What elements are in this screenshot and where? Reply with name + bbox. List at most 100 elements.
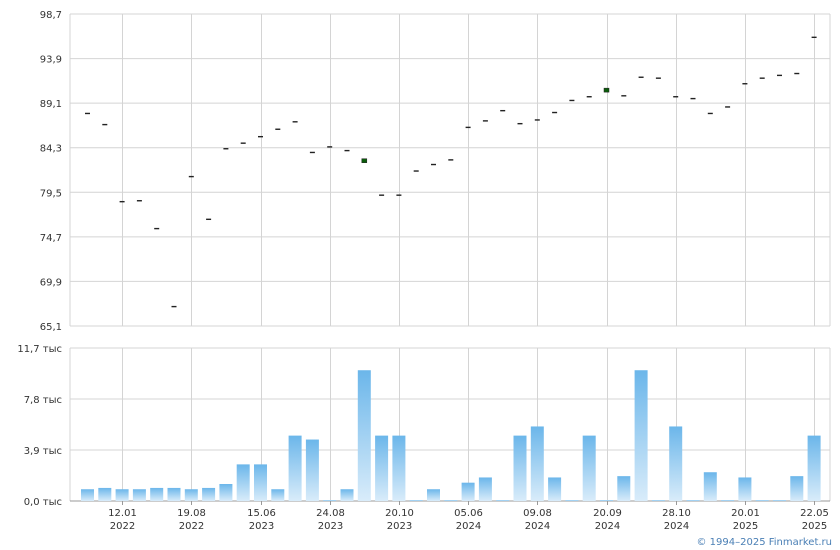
price-point <box>85 112 90 115</box>
volume-bar <box>392 435 406 501</box>
volume-bar <box>478 477 492 501</box>
volume-bar <box>807 435 821 501</box>
volume-bar <box>427 489 440 501</box>
volume-tick-label: 0,0 тыс <box>24 497 62 508</box>
price-point <box>673 96 679 98</box>
volume-tick-label: 7,8 тыс <box>24 395 62 406</box>
price-tick-label: 74,7 <box>40 233 62 244</box>
volume-bar <box>340 489 354 501</box>
volume-bar <box>288 435 302 501</box>
volume-bar <box>755 500 769 501</box>
x-tick-year: 2024 <box>525 521 550 532</box>
price-point <box>240 142 246 144</box>
x-tick-year: 2022 <box>179 521 204 532</box>
price-point <box>344 149 350 152</box>
x-tick-date: 20.01 <box>731 508 760 519</box>
x-tick-date: 05.06 <box>454 508 483 519</box>
volume-bars <box>81 370 821 501</box>
price-point <box>223 148 229 150</box>
price-grid <box>69 13 831 327</box>
volume-bar <box>565 500 579 501</box>
volume-tick-label: 3,9 тыс <box>24 446 62 457</box>
volume-bar <box>669 426 683 501</box>
price-point <box>500 109 506 112</box>
price-point <box>586 96 592 98</box>
volume-bar <box>548 477 562 501</box>
price-axis: 98,7 93,9 89,1 84,3 79,5 74,7 69,9 65,1 <box>40 10 62 333</box>
volume-bar <box>375 435 389 501</box>
volume-bar <box>167 487 181 501</box>
copyright-credit[interactable]: © 1994–2025 Finmarket.ru <box>696 537 832 548</box>
x-tick-date: 20.09 <box>593 508 622 519</box>
volume-axis: 11,7 тыс 7,8 тыс 3,9 тыс 0,0 тыс <box>17 344 62 508</box>
price-point <box>448 159 454 161</box>
price-point <box>725 106 731 108</box>
price-point <box>569 99 575 102</box>
price-point <box>136 200 142 202</box>
volume-bar <box>202 487 216 501</box>
volume-bar <box>271 489 285 501</box>
price-point <box>171 305 177 308</box>
volume-bar <box>219 484 233 501</box>
price-point <box>482 120 488 122</box>
volume-bar <box>444 500 458 501</box>
price-point <box>431 163 436 166</box>
x-tick-year: 2022 <box>110 521 135 532</box>
volume-bar <box>582 435 596 501</box>
price-point <box>707 112 713 115</box>
price-tick-label: 89,1 <box>40 99 62 110</box>
price-point <box>655 77 661 79</box>
x-tick-year: 2024 <box>595 521 620 532</box>
volume-bar <box>184 489 198 501</box>
volume-bar <box>132 489 146 501</box>
volume-bar <box>409 500 423 501</box>
price-point <box>742 83 748 85</box>
volume-bar <box>357 370 371 501</box>
price-point <box>534 119 540 121</box>
price-point <box>465 126 471 129</box>
x-tick-year: 2024 <box>456 521 481 532</box>
price-point <box>206 218 212 221</box>
price-point <box>154 227 160 230</box>
x-tick-year: 2024 <box>664 521 689 532</box>
volume-bar <box>513 435 527 501</box>
price-point <box>759 77 765 79</box>
volume-bar <box>323 500 337 501</box>
price-tick-label: 98,7 <box>40 10 62 21</box>
price-point <box>379 194 385 196</box>
volume-bar <box>98 487 112 501</box>
price-point <box>413 170 419 172</box>
x-tick-year: 2023 <box>318 521 343 532</box>
volume-bar <box>81 489 94 501</box>
price-point-highlight <box>603 87 610 93</box>
volume-bar <box>461 482 475 501</box>
volume-bar <box>617 476 631 501</box>
x-grid <box>122 14 815 505</box>
volume-bar <box>651 500 665 501</box>
price-tick-label: 93,9 <box>40 55 62 66</box>
price-point <box>517 122 523 125</box>
price-tick-label: 65,1 <box>40 322 62 333</box>
x-axis: 12.01 2022 19.08 2022 15.06 2023 24.08 2023 20.1… <box>108 508 829 532</box>
volume-bar <box>530 426 544 501</box>
price-tick-label: 69,9 <box>40 277 62 288</box>
price-point <box>275 128 281 130</box>
price-point <box>292 121 298 123</box>
volume-bar <box>790 476 804 501</box>
price-point <box>638 76 644 78</box>
volume-bar <box>236 464 250 501</box>
x-tick-date: 20.10 <box>385 508 414 519</box>
x-tick-year: 2023 <box>387 521 412 532</box>
volume-bar <box>115 489 129 501</box>
volume-tick-label: 11,7 тыс <box>17 344 62 355</box>
x-tick-date: 22.05 <box>800 508 829 519</box>
x-tick-date: 28.10 <box>662 508 691 519</box>
x-tick-date: 24.08 <box>316 508 345 519</box>
volume-bar <box>721 500 735 501</box>
volume-bar <box>150 487 164 501</box>
x-tick-date: 19.08 <box>177 508 206 519</box>
volume-bar <box>773 500 786 501</box>
x-tick-date: 15.06 <box>247 508 276 519</box>
price-point <box>309 151 315 154</box>
price-point <box>258 135 263 138</box>
